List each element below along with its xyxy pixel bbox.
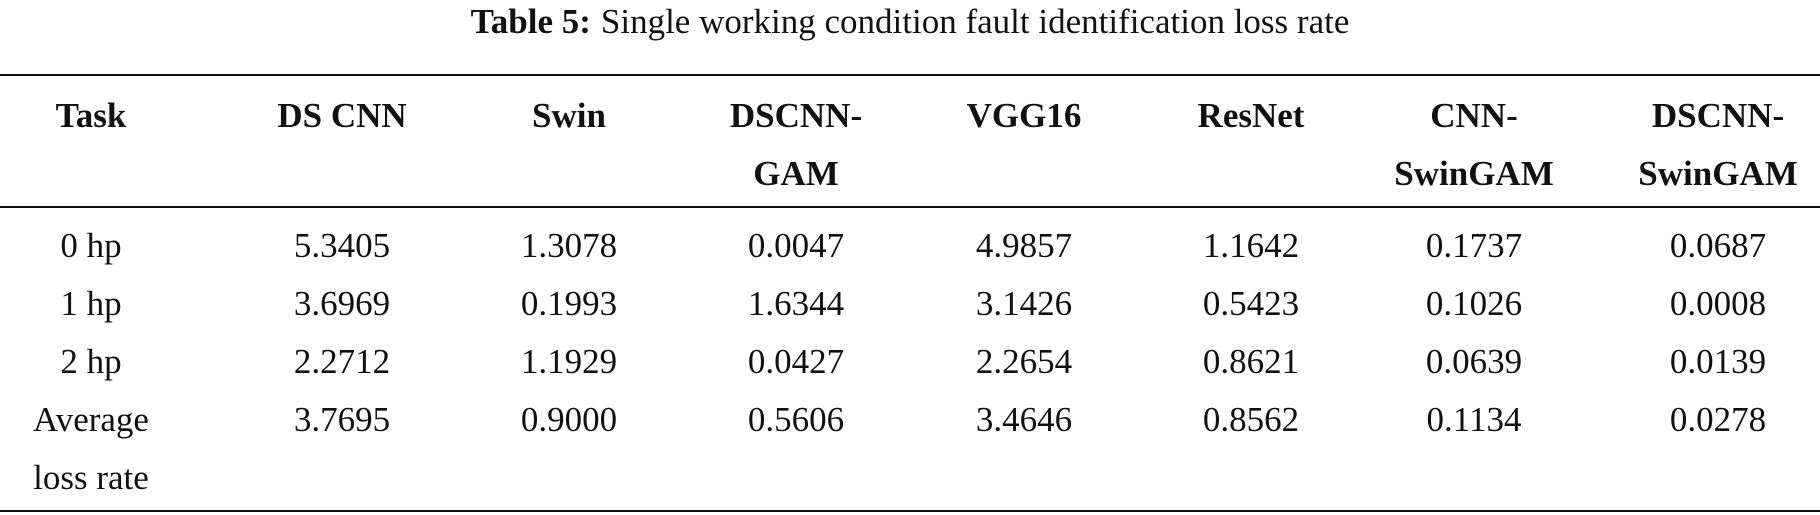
data-cell: 1.6344	[747, 284, 845, 323]
data-cell: 0.1737	[1425, 226, 1523, 265]
header-cell: DSCNN-SwinGAM	[1638, 96, 1798, 193]
row-label: Average loss rate	[33, 400, 149, 497]
header-cell: DSCNN-GAM	[729, 96, 863, 193]
bottom-rule	[0, 510, 1820, 512]
data-cell: 0.0639	[1425, 342, 1523, 381]
data-cell: 0.5423	[1202, 284, 1300, 323]
data-cell: 5.3405	[293, 226, 391, 265]
data-cell: 4.9857	[975, 226, 1073, 265]
data-cell: 0.1134	[1426, 400, 1522, 439]
caption-text: Single working condition fault identific…	[600, 2, 1350, 41]
data-cell: 3.7695	[293, 400, 391, 439]
data-cell: 0.0687	[1669, 226, 1767, 265]
header-cell: DS CNN	[277, 96, 407, 135]
header-cell: Task	[55, 96, 127, 135]
data-cell: 0.0278	[1669, 400, 1767, 439]
data-cell: 0.9000	[520, 400, 618, 439]
header-cell: ResNet	[1197, 96, 1305, 135]
header-cell: VGG16	[966, 96, 1082, 135]
header-cell: Swin	[532, 96, 606, 135]
row-label: 1 hp	[60, 284, 122, 323]
row-label: 0 hp	[60, 226, 122, 265]
data-cell: 1.3078	[520, 226, 618, 265]
data-cell: 3.6969	[293, 284, 391, 323]
data-cell: 3.4646	[975, 400, 1073, 439]
data-cell: 0.1026	[1425, 284, 1523, 323]
data-cell: 0.0047	[747, 226, 845, 265]
row-label: 2 hp	[60, 342, 122, 381]
data-cell: 3.1426	[975, 284, 1073, 323]
data-cell: 0.0427	[747, 342, 845, 381]
top-rule	[0, 74, 1820, 76]
mid-rule	[0, 206, 1820, 208]
header-cell: CNN-SwinGAM	[1394, 96, 1554, 193]
table-caption: Table 5: Single working condition fault i…	[0, 0, 1820, 44]
data-cell: 0.0139	[1669, 342, 1767, 381]
data-cell: 2.2712	[293, 342, 391, 381]
data-cell: 0.8621	[1202, 342, 1300, 381]
caption-label: Table 5:	[470, 2, 591, 41]
data-cell: 2.2654	[975, 342, 1073, 381]
data-cell: 0.1993	[520, 284, 618, 323]
data-cell: 1.1642	[1202, 226, 1300, 265]
data-cell: 0.0008	[1669, 284, 1767, 323]
data-cell: 0.5606	[747, 400, 845, 439]
data-cell: 1.1929	[520, 342, 618, 381]
data-cell: 0.8562	[1202, 400, 1300, 439]
